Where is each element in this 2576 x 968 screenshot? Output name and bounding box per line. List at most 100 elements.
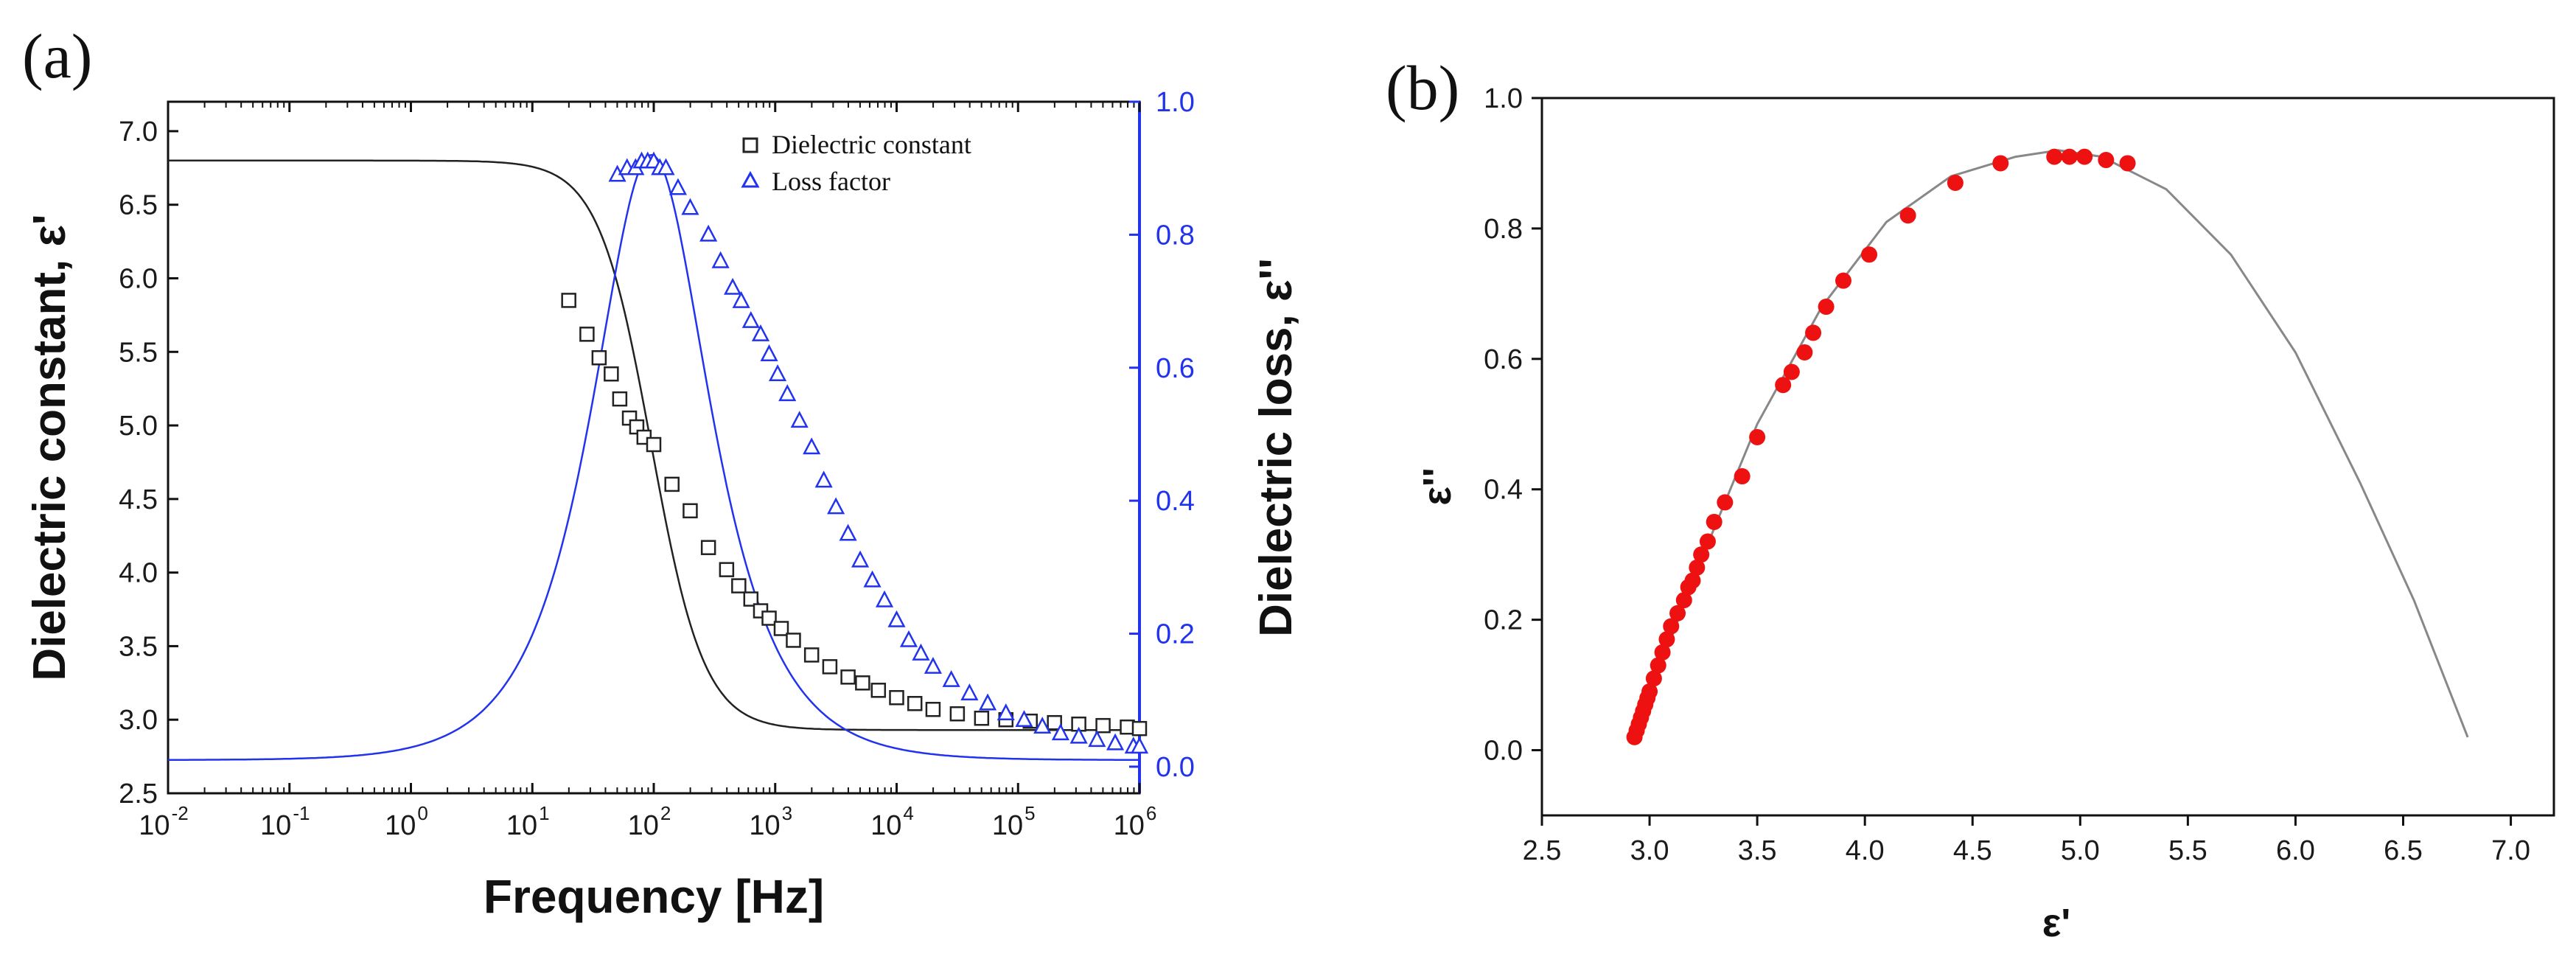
- legend-label-constant: Dielectric constant: [772, 130, 971, 159]
- dielectric-constant-point: [664, 476, 680, 492]
- loss-factor-point: [768, 364, 787, 382]
- b-x-tick-label: 4.5: [1953, 835, 1992, 866]
- x-tick-exponent: 5: [1025, 802, 1035, 824]
- dielectric-constant-point: [822, 659, 838, 675]
- panel-a-markers: [561, 151, 1149, 754]
- dielectric-constant-point: [719, 562, 735, 577]
- y-left-tick-label: 6.0: [119, 263, 158, 294]
- b-y-tick-label: 0.0: [1484, 736, 1523, 767]
- panel-a-y-left-axis-label: Dielectric constant, ε': [24, 214, 75, 680]
- legend-label-loss: Loss factor: [772, 167, 890, 196]
- loss-factor-point: [1033, 717, 1052, 734]
- cole-cole-point: [1796, 344, 1813, 361]
- dielectric-constant-point: [925, 701, 941, 717]
- loss-factor-point: [741, 310, 760, 328]
- panel-b-x-axis-label: ε': [2042, 901, 2070, 945]
- panel-a: (a) 1 0 -2 10-1 100 101 102 103 104 105 106 2.5 3.0 3…: [22, 21, 1302, 923]
- dielectric-constant-point: [604, 366, 619, 382]
- y-left-tick-label: 5.0: [119, 411, 158, 442]
- loss-factor-point: [711, 251, 730, 268]
- cole-cole-point: [1835, 272, 1851, 289]
- b-x-tick-label: 5.5: [2168, 835, 2207, 866]
- loss-factor-point: [760, 344, 778, 361]
- dielectric-constant-point: [974, 710, 990, 726]
- legend-triangle-icon: [741, 170, 760, 188]
- x-tick-label: 106: [1114, 802, 1157, 841]
- y-left-tick-label: 5.5: [119, 337, 158, 368]
- panel-b-y-axis-label: ε'': [1415, 467, 1459, 505]
- x-tick-exponent: -2: [172, 802, 189, 824]
- x-tick-exponent: 3: [782, 802, 792, 824]
- cole-cole-point: [1675, 592, 1692, 609]
- y-right-tick-label: 0.0: [1156, 752, 1195, 783]
- loss-factor-point: [657, 158, 675, 175]
- cole-cole-point: [1818, 299, 1835, 316]
- panel-b-points: [1626, 148, 2136, 745]
- loss-factor-point: [790, 411, 809, 428]
- x-tick-exponent: 2: [660, 802, 671, 824]
- dielectric-constant-point: [743, 591, 759, 607]
- x-tick-exponent: 4: [903, 802, 913, 824]
- cole-cole-point: [1684, 572, 1701, 589]
- loss-factor-point: [875, 590, 894, 607]
- dielectric-constant-point: [591, 350, 607, 366]
- panel-a-y-right-axis-label: Dielectric loss, ε'': [1251, 258, 1302, 637]
- dielectric-constant-point: [761, 610, 777, 626]
- loss-factor-point: [942, 669, 960, 687]
- cole-cole-point: [1658, 631, 1675, 648]
- b-x-tick-label: 5.0: [2061, 835, 2100, 866]
- cole-cole-point: [1645, 670, 1662, 687]
- dielectric-constant-point: [870, 683, 887, 698]
- x-tick-exponent: 1: [539, 802, 549, 824]
- dielectric-constant-point: [731, 578, 747, 593]
- x-tick-label: 101: [506, 802, 550, 841]
- y-left-tick-label: 6.5: [119, 190, 158, 221]
- b-x-tick-label: 3.5: [1738, 835, 1777, 866]
- y-left-tick-label: 7.0: [119, 116, 158, 147]
- loss-factor-point: [803, 437, 821, 455]
- dielectric-constant-point: [855, 675, 870, 691]
- panel-a-legend: Dielectric constant Loss factor: [741, 130, 971, 196]
- cole-cole-point: [2076, 148, 2093, 165]
- cole-cole-point: [1693, 546, 1710, 563]
- y-left-tick-label: 4.0: [119, 558, 158, 589]
- y-right-tick-label: 0.4: [1156, 486, 1195, 517]
- b-y-tick-label: 0.2: [1484, 605, 1523, 636]
- panel-b-ticks: 2.5 3.0 3.5 4.0 4.5 5.0 5.5 6.0 6.5 7.0 0.0 0.2 0.4 0…: [1484, 83, 2530, 866]
- loss-factor-point: [863, 570, 882, 588]
- loss-factor-point: [732, 290, 750, 308]
- x-tick-label: 105: [992, 802, 1036, 841]
- x-tick-exponent: 6: [1146, 802, 1156, 824]
- cole-cole-point: [1650, 657, 1666, 674]
- panel-a-label: (a): [22, 21, 92, 91]
- dielectric-constant-point: [803, 647, 820, 663]
- cole-cole-point: [1717, 494, 1734, 511]
- loss-factor-point: [1130, 737, 1149, 754]
- b-x-tick-label: 6.5: [2384, 835, 2423, 866]
- loss-factor-point: [851, 550, 870, 568]
- panel-a-curves: [168, 153, 1139, 761]
- dielectric-constant-point: [646, 436, 662, 453]
- x-tick-exponent: -1: [293, 802, 310, 824]
- loss-factor-point: [978, 693, 997, 711]
- cole-cole-point: [1706, 513, 1722, 530]
- loss-factor-point: [751, 324, 770, 341]
- x-tick-label: 100: [385, 802, 428, 841]
- loss-factor-point: [814, 470, 833, 488]
- dielectric-constant-point: [1131, 720, 1148, 737]
- y-left-tick-label: 4.5: [119, 484, 158, 515]
- y-left-tick-label: 3.0: [119, 705, 158, 736]
- panel-b: (b) 2.5 3.0 3.5 4.0 4.5 5.0 5.5 6.0 6.5 7.0 0.0 0.2…: [1386, 52, 2555, 945]
- b-y-tick-label: 1.0: [1484, 83, 1523, 114]
- dielectric-constant-point: [683, 503, 698, 519]
- cole-cole-point: [1669, 605, 1686, 621]
- dielectric-constant-point: [949, 706, 966, 722]
- loss-factor-point: [912, 643, 930, 661]
- dielectric-constant-point: [773, 621, 789, 636]
- loss-factor-point: [887, 610, 906, 627]
- cole-cole-point: [2061, 148, 2078, 165]
- dielectric-constant-point: [889, 690, 904, 706]
- y-left-tick-label: 2.5: [119, 779, 158, 809]
- cole-cole-point: [1641, 683, 1658, 700]
